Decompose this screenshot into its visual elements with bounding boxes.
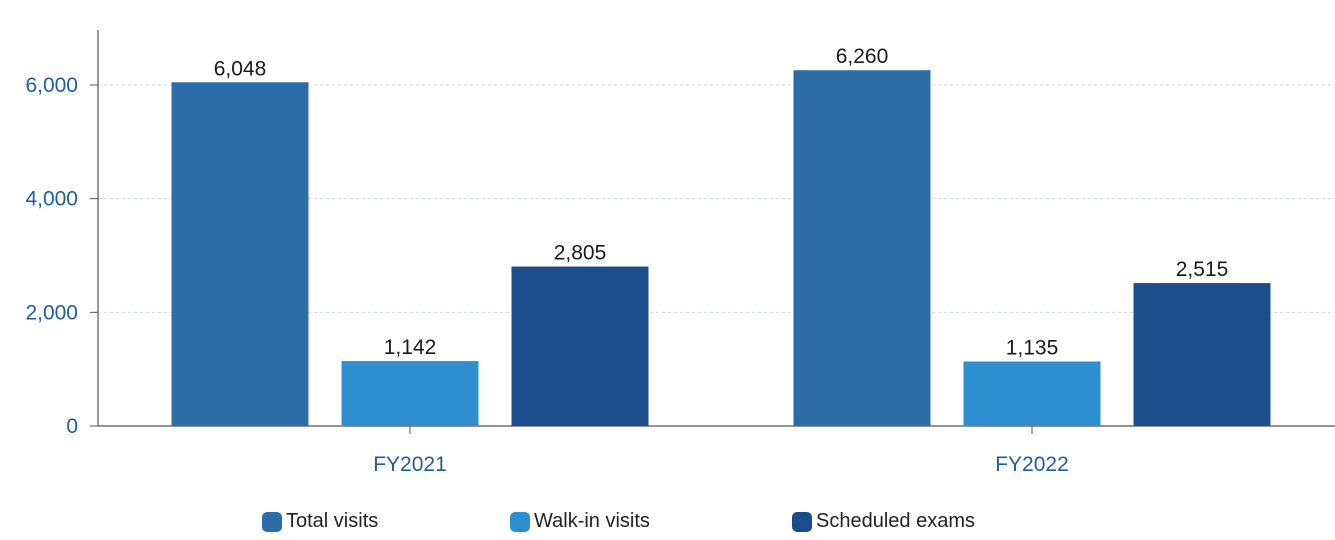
legend-item-walk-in-visits: Walk-in visits: [510, 510, 650, 533]
bar-total-visits-fy2022: [793, 70, 931, 427]
legend-label-total-visits: Total visits: [286, 510, 379, 532]
x-tick-label-fy2021: FY2021: [373, 453, 447, 476]
data-label-scheduled-exams-fy2022: 2,515: [1176, 258, 1229, 281]
data-label-total-visits-fy2021: 6,048: [214, 57, 267, 80]
legend-swatch-scheduled-exams: [792, 511, 812, 532]
bar-walk-in-visits-fy2021: [341, 361, 479, 426]
y-tick-label-2000: 2,000: [25, 301, 78, 324]
bar-walk-in-visits-fy2022: [963, 361, 1101, 426]
legend-item-scheduled-exams: Scheduled exams: [792, 510, 975, 533]
legend-label-walk-in-visits: Walk-in visits: [534, 510, 650, 532]
legend: Total visits Walk-in visits Scheduled ex…: [0, 510, 1335, 540]
data-label-walk-in-visits-fy2022: 1,135: [1006, 336, 1059, 359]
bar-total-visits-fy2021: [171, 82, 309, 426]
legend-swatch-walk-in-visits: [510, 511, 530, 532]
y-tick-label-0: 0: [66, 415, 78, 438]
data-label-walk-in-visits-fy2021: 1,142: [384, 336, 437, 359]
x-tick-label-fy2022: FY2022: [995, 453, 1069, 476]
data-label-total-visits-fy2022: 6,260: [836, 45, 889, 68]
y-tick-label-4000: 4,000: [25, 188, 78, 211]
bar-scheduled-exams-fy2022: [1133, 283, 1271, 426]
y-tick-label-6000: 6,000: [25, 74, 78, 97]
data-label-scheduled-exams-fy2021: 2,805: [554, 242, 607, 265]
bar-chart-plot: 0 2,000 4,000 6,000 6,048 1,142 2,805 FY2021 6,2…: [25, 30, 1335, 476]
bar-scheduled-exams-fy2021: [511, 266, 649, 426]
legend-label-scheduled-exams: Scheduled exams: [816, 510, 975, 532]
legend-swatch-total-visits: [262, 511, 282, 532]
legend-item-total-visits: Total visits: [262, 510, 378, 533]
